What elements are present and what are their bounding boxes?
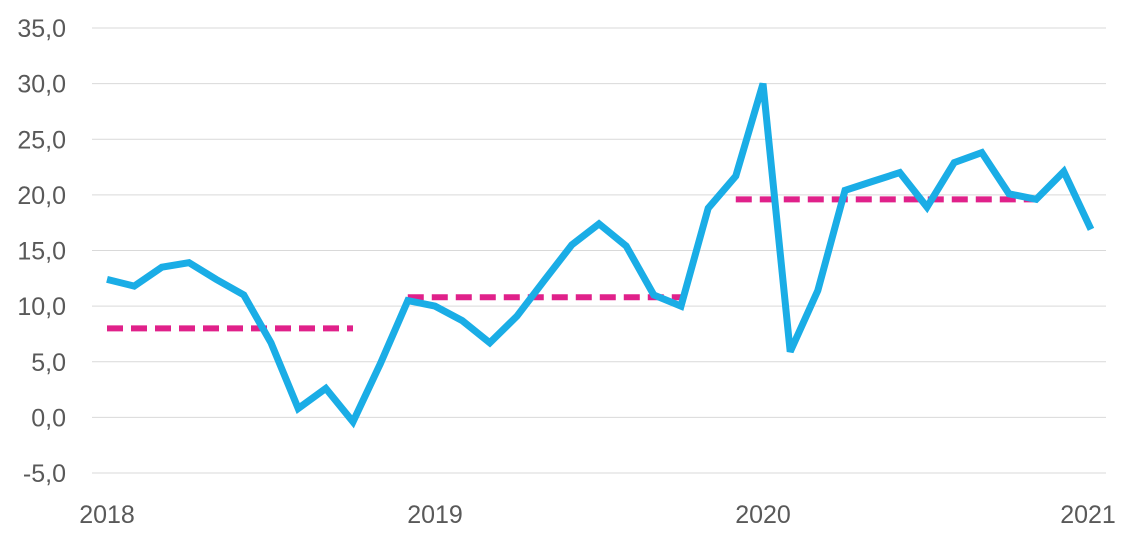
data-point	[324, 386, 328, 390]
y-tick-label: 35,0	[17, 15, 66, 43]
y-tick-label: 30,0	[17, 71, 66, 99]
gridlines	[92, 27, 1106, 474]
data-point	[624, 244, 628, 248]
data-point	[652, 293, 656, 297]
x-tick-label: 2019	[407, 501, 463, 529]
data-point	[515, 314, 519, 318]
data-point	[1034, 197, 1038, 201]
y-tick-label: 5,0	[31, 349, 66, 377]
x-axis-tick-labels: 2018 2019 2020 2021	[79, 501, 1116, 529]
data-point	[1062, 170, 1066, 174]
y-tick-label: 0,0	[31, 404, 66, 432]
y-tick-label: 10,0	[17, 293, 66, 321]
data-point	[460, 319, 464, 323]
y-axis-tick-labels: -5,0 0,0 5,0 10,0 15,0 20,0 25,0 30,0 35,0	[17, 15, 66, 488]
data-point	[132, 284, 136, 288]
data-point	[816, 289, 820, 293]
data-point	[597, 222, 601, 226]
data-point	[214, 277, 218, 281]
data-point	[187, 261, 191, 265]
y-tick-label: -5,0	[23, 460, 66, 488]
data-point	[242, 293, 246, 297]
y-tick-label: 15,0	[17, 238, 66, 266]
data-point	[980, 151, 984, 155]
data-point	[1089, 227, 1093, 231]
data-point	[351, 420, 355, 424]
data-point	[1007, 192, 1011, 196]
data-point	[488, 341, 492, 345]
data-point	[898, 171, 902, 175]
data-point	[870, 180, 874, 184]
data-point	[433, 304, 437, 308]
data-point	[105, 277, 109, 281]
period-average-lines	[107, 196, 1037, 332]
x-tick-label: 2021	[1060, 501, 1116, 529]
data-point	[679, 304, 683, 308]
data-point	[843, 188, 847, 192]
data-point	[570, 243, 574, 247]
x-tick-label: 2018	[79, 501, 135, 529]
data-point	[269, 341, 273, 345]
data-point	[542, 279, 546, 283]
data-point	[296, 406, 300, 410]
data-point	[925, 205, 929, 209]
x-tick-label: 2020	[735, 501, 791, 529]
data-point	[378, 362, 382, 366]
main-series	[105, 82, 1095, 429]
y-tick-label: 20,0	[17, 182, 66, 210]
series-line	[106, 82, 1095, 429]
data-point	[952, 161, 956, 165]
y-tick-label: 25,0	[17, 126, 66, 154]
data-point	[788, 350, 792, 354]
data-point	[406, 299, 410, 303]
data-point	[761, 82, 765, 86]
data-point	[706, 206, 710, 210]
data-point	[160, 265, 164, 269]
data-point	[734, 174, 738, 178]
